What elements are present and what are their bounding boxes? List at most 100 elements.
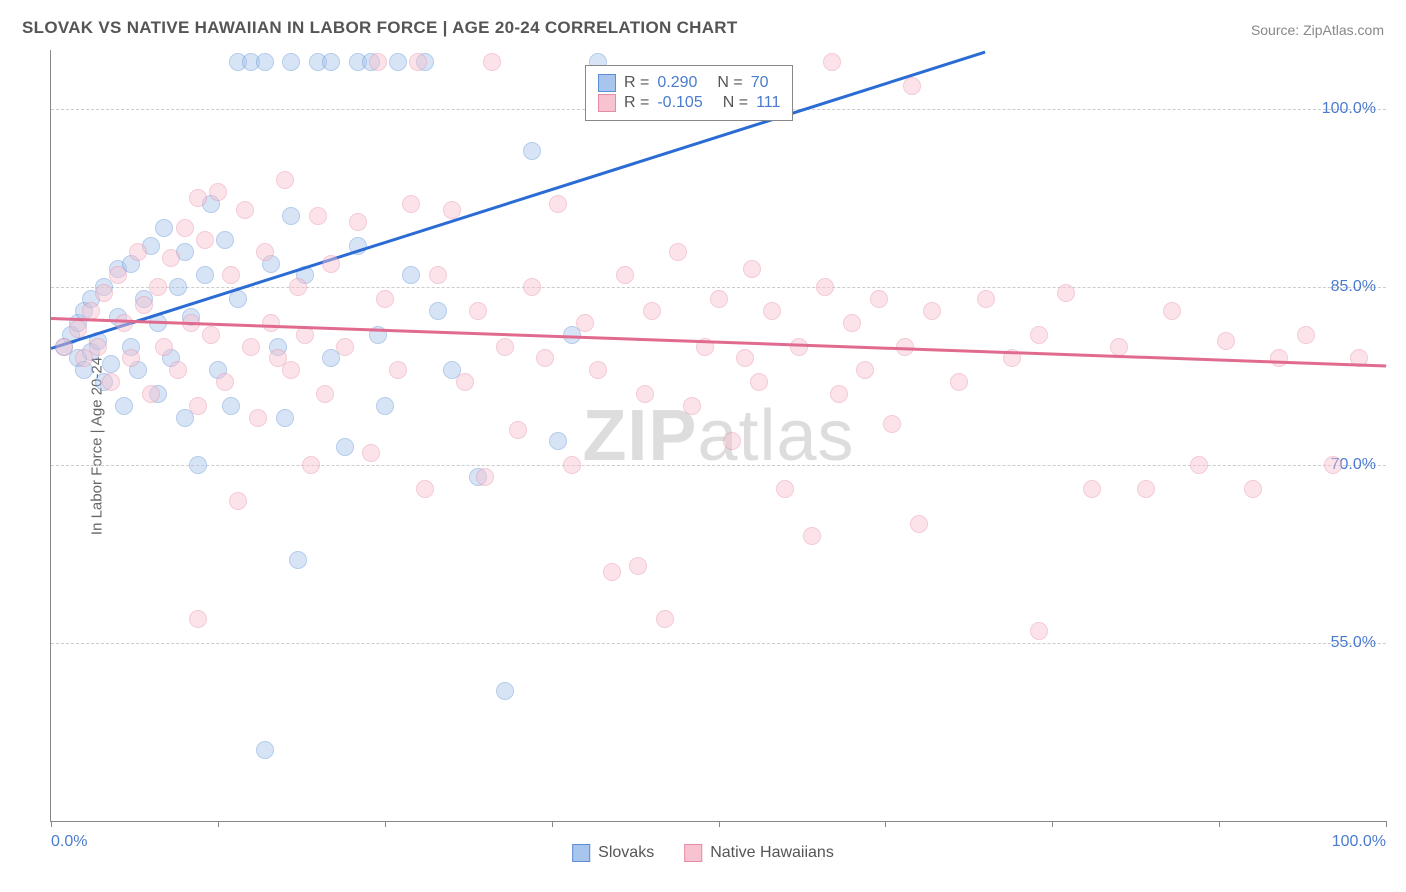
scatter-point bbox=[977, 290, 995, 308]
scatter-point bbox=[1163, 302, 1181, 320]
scatter-point bbox=[656, 610, 674, 628]
gridline bbox=[51, 287, 1386, 288]
scatter-point bbox=[496, 682, 514, 700]
watermark-light: atlas bbox=[697, 396, 854, 476]
scatter-point bbox=[155, 338, 173, 356]
scatter-point bbox=[276, 409, 294, 427]
scatter-point bbox=[256, 741, 274, 759]
legend-label-slovaks: Slovaks bbox=[598, 844, 654, 862]
scatter-point bbox=[162, 249, 180, 267]
scatter-point bbox=[616, 266, 634, 284]
scatter-point bbox=[402, 195, 420, 213]
scatter-point bbox=[563, 456, 581, 474]
scatter-point bbox=[1297, 326, 1315, 344]
scatter-point bbox=[336, 438, 354, 456]
scatter-point bbox=[109, 266, 127, 284]
x-tick bbox=[1219, 821, 1220, 827]
x-tick-label-min: 0.0% bbox=[51, 833, 87, 851]
scatter-point bbox=[89, 338, 107, 356]
scatter-point bbox=[222, 397, 240, 415]
scatter-point bbox=[196, 231, 214, 249]
scatter-point bbox=[1030, 326, 1048, 344]
scatter-point bbox=[302, 456, 320, 474]
scatter-point bbox=[803, 527, 821, 545]
scatter-point bbox=[743, 260, 761, 278]
scatter-point bbox=[216, 373, 234, 391]
scatter-point bbox=[830, 385, 848, 403]
scatter-point bbox=[402, 266, 420, 284]
scatter-point bbox=[496, 338, 514, 356]
chart-container: SLOVAK VS NATIVE HAWAIIAN IN LABOR FORCE… bbox=[0, 0, 1406, 892]
scatter-point bbox=[236, 201, 254, 219]
gridline bbox=[51, 465, 1386, 466]
scatter-point bbox=[216, 231, 234, 249]
scatter-point bbox=[1083, 480, 1101, 498]
source-attribution: Source: ZipAtlas.com bbox=[1251, 22, 1384, 38]
y-tick-label: 55.0% bbox=[1331, 634, 1376, 652]
stats-legend-row: R = 0.290N = 70 bbox=[598, 74, 780, 92]
scatter-point bbox=[129, 243, 147, 261]
scatter-point bbox=[483, 53, 501, 71]
scatter-point bbox=[509, 421, 527, 439]
y-tick-label: 100.0% bbox=[1322, 100, 1376, 118]
stats-legend-row: R = -0.105N = 111 bbox=[598, 94, 780, 112]
stats-legend: R = 0.290N = 70 R = -0.105N = 111 bbox=[585, 65, 793, 121]
scatter-point bbox=[69, 320, 87, 338]
scatter-point bbox=[1270, 349, 1288, 367]
scatter-point bbox=[262, 314, 280, 332]
scatter-point bbox=[469, 302, 487, 320]
scatter-point bbox=[289, 551, 307, 569]
scatter-point bbox=[376, 290, 394, 308]
scatter-point bbox=[55, 338, 73, 356]
scatter-point bbox=[456, 373, 474, 391]
x-tick-label-max: 100.0% bbox=[1332, 833, 1386, 851]
scatter-point bbox=[1057, 284, 1075, 302]
legend-swatch-hawaiians bbox=[684, 844, 702, 862]
scatter-point bbox=[723, 432, 741, 450]
scatter-point bbox=[643, 302, 661, 320]
scatter-point bbox=[843, 314, 861, 332]
x-tick bbox=[719, 821, 720, 827]
scatter-point bbox=[336, 338, 354, 356]
x-tick bbox=[552, 821, 553, 827]
scatter-point bbox=[429, 302, 447, 320]
scatter-point bbox=[476, 468, 494, 486]
scatter-point bbox=[870, 290, 888, 308]
scatter-point bbox=[189, 189, 207, 207]
scatter-point bbox=[189, 456, 207, 474]
scatter-point bbox=[142, 385, 160, 403]
x-tick bbox=[1052, 821, 1053, 827]
scatter-point bbox=[443, 201, 461, 219]
stats-r-label: R = bbox=[624, 94, 649, 112]
stats-r-value: -0.105 bbox=[657, 94, 702, 112]
scatter-point bbox=[222, 266, 240, 284]
scatter-point bbox=[102, 373, 120, 391]
scatter-point bbox=[736, 349, 754, 367]
scatter-point bbox=[122, 349, 140, 367]
scatter-point bbox=[416, 480, 434, 498]
scatter-point bbox=[589, 361, 607, 379]
scatter-point bbox=[202, 326, 220, 344]
scatter-point bbox=[322, 53, 340, 71]
plot-area: ZIPatlas 55.0%70.0%85.0%100.0%0.0%100.0%… bbox=[50, 50, 1386, 822]
stats-swatch bbox=[598, 74, 616, 92]
legend-label-hawaiians: Native Hawaiians bbox=[710, 844, 834, 862]
source-link[interactable]: ZipAtlas.com bbox=[1303, 22, 1384, 38]
scatter-point bbox=[683, 397, 701, 415]
stats-n-value: 70 bbox=[751, 74, 769, 92]
scatter-point bbox=[95, 284, 113, 302]
scatter-point bbox=[282, 207, 300, 225]
scatter-point bbox=[249, 409, 267, 427]
scatter-point bbox=[923, 302, 941, 320]
scatter-point bbox=[102, 355, 120, 373]
scatter-point bbox=[389, 53, 407, 71]
scatter-point bbox=[636, 385, 654, 403]
scatter-point bbox=[316, 385, 334, 403]
gridline bbox=[51, 643, 1386, 644]
scatter-point bbox=[169, 361, 187, 379]
scatter-point bbox=[523, 278, 541, 296]
scatter-point bbox=[256, 53, 274, 71]
source-label: Source: bbox=[1251, 22, 1303, 38]
scatter-point bbox=[376, 397, 394, 415]
scatter-point bbox=[149, 278, 167, 296]
